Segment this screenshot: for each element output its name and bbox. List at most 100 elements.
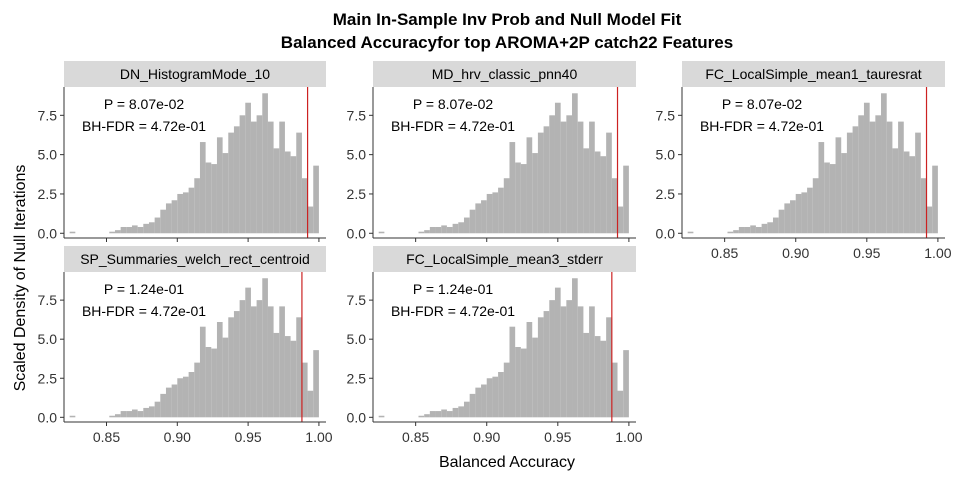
- histogram-bar: [733, 230, 739, 234]
- x-tick-label: 0.90: [164, 429, 191, 445]
- histogram-bar: [606, 317, 612, 418]
- histogram-bar: [120, 411, 127, 418]
- histogram-bar: [532, 337, 538, 418]
- histogram-bar: [69, 231, 76, 234]
- histogram-bar: [577, 306, 584, 418]
- histogram-bar: [600, 156, 607, 234]
- facet-strip: [64, 61, 326, 87]
- histogram-bar: [262, 93, 268, 234]
- histogram-bar: [903, 151, 910, 234]
- histogram-bar: [526, 137, 533, 234]
- histogram-bar: [509, 142, 516, 234]
- facet-panels: DN_HistogramMode_10 0.0 2.5 5.0 7.5 P = 8.07e…: [38, 61, 952, 445]
- histogram-bar: [503, 178, 510, 234]
- histogram-bar: [165, 387, 172, 418]
- x-tick-label: 0.90: [782, 245, 809, 261]
- y-tick-label: 2.5: [656, 186, 676, 202]
- histogram-bar: [611, 362, 618, 418]
- histogram-bar: [114, 230, 121, 234]
- y-tick-label: 2.5: [38, 186, 58, 202]
- facet-panel: DN_HistogramMode_10 0.0 2.5 5.0 7.5 P = 8.07e…: [38, 61, 326, 242]
- y-axis-title: Scaled Density of Null Iterations: [12, 165, 29, 392]
- histogram-bar: [148, 222, 155, 234]
- x-tick-label: 0.85: [402, 429, 429, 445]
- figure-title-line2: Balanced Accuracyfor top AROMA+2P catch2…: [281, 33, 733, 52]
- histogram-bar: [154, 401, 161, 418]
- histogram-bar: [313, 350, 319, 418]
- histogram-bar: [245, 102, 251, 234]
- p-value-annotation: P = 8.07e-02: [104, 96, 185, 112]
- histogram-bar: [750, 225, 756, 234]
- histogram-bar: [273, 332, 280, 418]
- y-tick-label: 5.0: [38, 147, 58, 163]
- histogram-bar: [772, 217, 779, 234]
- histogram-bar: [881, 93, 887, 234]
- histogram-bar: [458, 222, 464, 234]
- histogram-bar: [915, 132, 921, 234]
- histogram-bar: [216, 322, 223, 418]
- histogram-bar: [846, 132, 853, 234]
- facet-strip-label: FC_LocalSimple_mean1_tauresrat: [705, 66, 921, 82]
- histogram-bar: [418, 415, 425, 418]
- histogram-bar: [296, 317, 302, 418]
- histogram-bar: [600, 340, 607, 418]
- histogram-bar: [623, 165, 629, 234]
- histogram-bar: [131, 409, 138, 418]
- histogram-bar: [267, 121, 274, 234]
- bh-fdr-annotation: BH-FDR = 4.72e-01: [391, 118, 515, 134]
- y-tick-label: 7.5: [38, 107, 58, 123]
- histogram-bar: [188, 187, 195, 234]
- y-tick-label: 5.0: [347, 147, 367, 163]
- x-tick-label: 0.95: [853, 245, 880, 261]
- histogram-bar: [537, 317, 544, 418]
- histogram-bar: [841, 153, 847, 234]
- histogram-bar: [429, 411, 436, 418]
- histogram-bar: [520, 164, 527, 234]
- histogram-bar: [160, 209, 166, 234]
- histogram-bar: [549, 300, 555, 418]
- facet-panel: FC_LocalSimple_mean1_tauresrat 0.0 2.5 5.0 7…: [656, 61, 952, 261]
- histogram-bar: [143, 223, 149, 234]
- histogram-bar: [606, 132, 612, 234]
- histogram-bar: [284, 336, 291, 418]
- histogram-bar: [262, 278, 268, 418]
- histogram-bar: [824, 162, 830, 234]
- bh-fdr-annotation: BH-FDR = 4.72e-01: [391, 303, 515, 319]
- histogram-bar: [205, 162, 212, 234]
- histogram-bar: [594, 151, 601, 234]
- y-tick-label: 0.0: [38, 225, 58, 241]
- y-tick-label: 7.5: [347, 292, 367, 308]
- histogram-bar: [761, 223, 768, 234]
- histogram-bar: [250, 306, 257, 418]
- histogram-bar: [617, 390, 624, 418]
- bh-fdr-annotation: BH-FDR = 4.72e-01: [82, 303, 206, 319]
- histogram-bar: [273, 148, 280, 234]
- y-tick-label: 0.0: [656, 225, 676, 241]
- histogram-bar: [892, 148, 899, 234]
- y-tick-label: 2.5: [38, 370, 58, 386]
- histogram-bar: [818, 142, 825, 234]
- p-value-annotation: P = 1.24e-01: [413, 281, 494, 297]
- histogram-bar: [829, 164, 836, 234]
- histogram-bar: [205, 347, 212, 418]
- x-axis-title: Balanced Accuracy: [439, 454, 575, 471]
- histogram-bar: [790, 200, 796, 234]
- histogram-bar: [801, 192, 808, 234]
- histogram-bar: [532, 153, 538, 234]
- histogram-bar: [165, 203, 172, 234]
- histogram-bar: [239, 115, 246, 234]
- facet-strip: [373, 246, 636, 272]
- histogram-bar: [812, 178, 819, 234]
- histogram-bar: [211, 164, 217, 234]
- histogram-bar: [290, 340, 297, 418]
- histogram-bar: [687, 231, 694, 234]
- histogram-bar: [245, 287, 251, 418]
- histogram-bar: [886, 121, 893, 234]
- histogram-bar: [279, 306, 285, 418]
- histogram-bar: [572, 278, 578, 418]
- histogram-bar: [452, 407, 459, 418]
- histogram-bar: [583, 148, 590, 234]
- histogram-bar: [469, 209, 476, 234]
- histogram-bar: [313, 165, 319, 234]
